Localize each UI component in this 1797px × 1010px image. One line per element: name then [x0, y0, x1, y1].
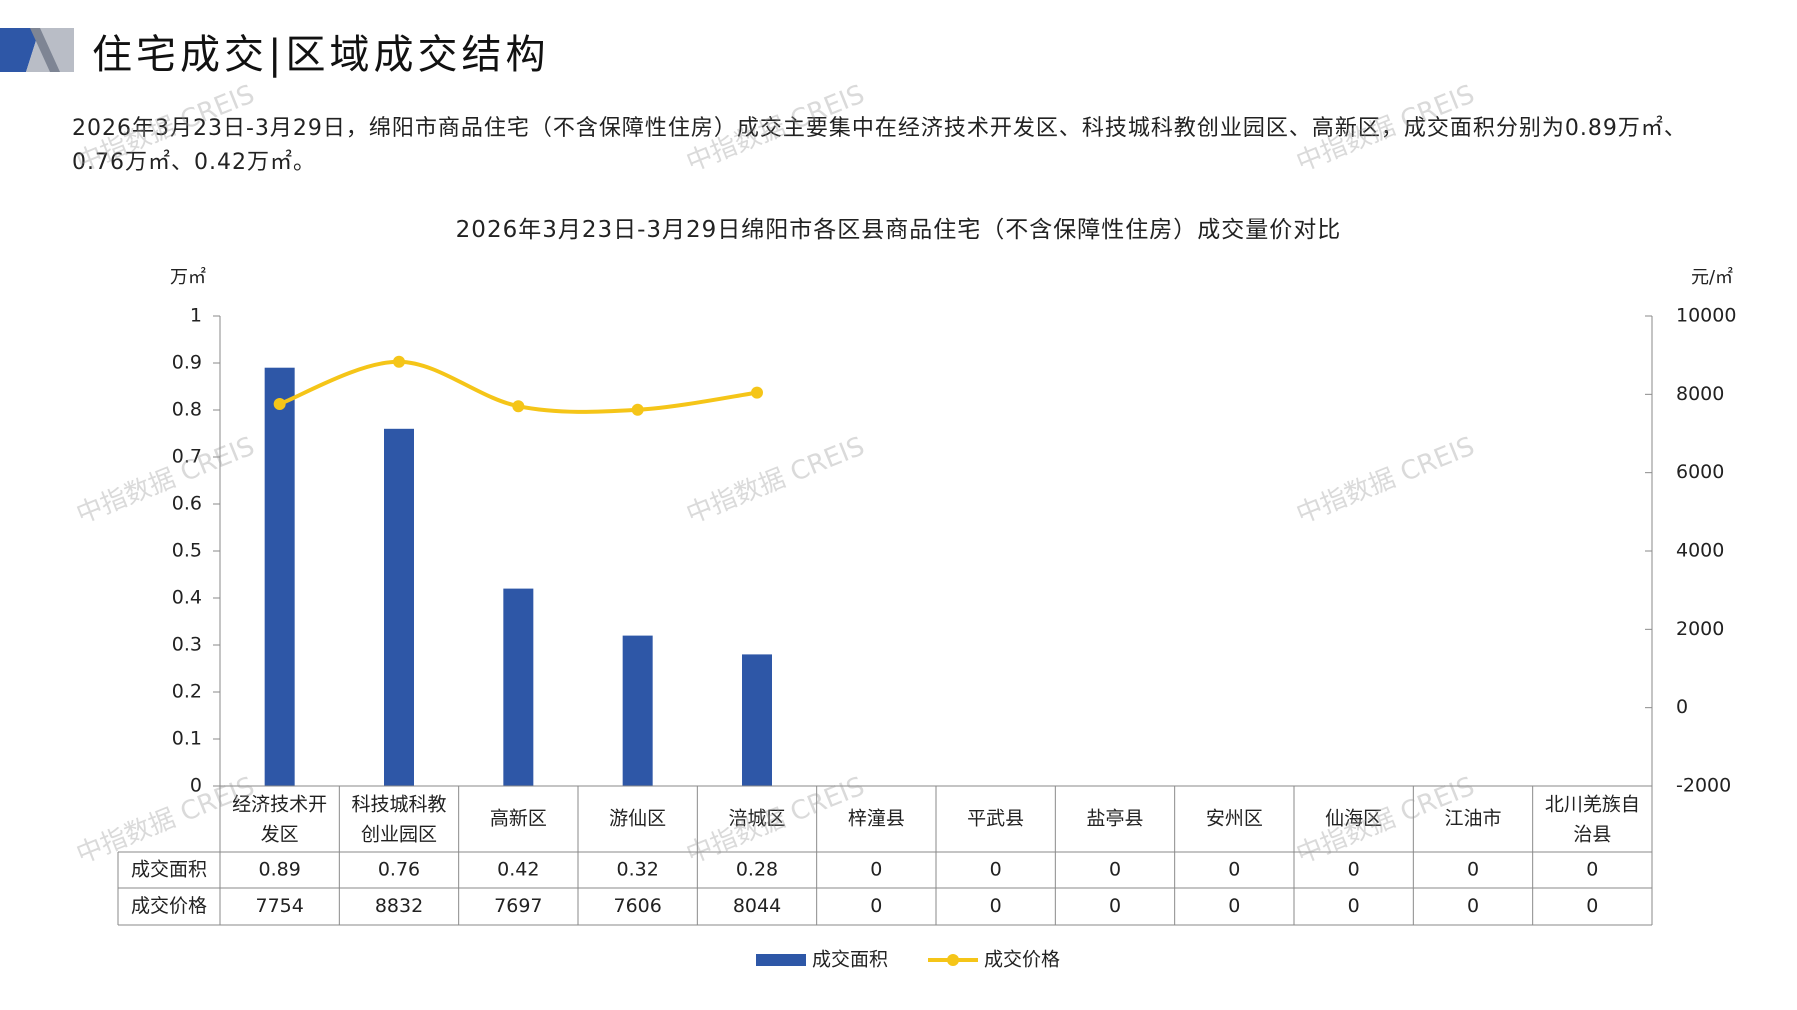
- price-point: [631, 403, 644, 416]
- data-label: 8044: [733, 895, 781, 917]
- data-label: 0: [1109, 859, 1121, 881]
- x-tick-label: 经济技术开: [232, 794, 327, 816]
- data-label: 0.89: [259, 859, 301, 881]
- x-tick-label: 涪城区: [728, 808, 785, 830]
- logo-stripe: [30, 28, 60, 72]
- y2-tick-label: 2000: [1676, 618, 1724, 640]
- data-label: 0: [990, 895, 1002, 917]
- y-tick-label: 0.7: [172, 446, 202, 468]
- y-tick-label: 1: [190, 305, 202, 327]
- data-label: 0: [1467, 895, 1479, 917]
- data-label: 0.28: [736, 859, 778, 881]
- y-tick-label: 0.2: [172, 681, 202, 703]
- data-label: 0: [1467, 859, 1479, 881]
- data-label: 8832: [375, 895, 423, 917]
- x-tick-label: 治县: [1573, 824, 1611, 846]
- x-tick-label: 北川羌族自: [1545, 794, 1640, 816]
- y2-tick-label: 0: [1676, 696, 1688, 718]
- data-label: 0: [1348, 859, 1360, 881]
- y2-tick-label: -2000: [1676, 775, 1731, 797]
- x-tick-label: 创业园区: [361, 824, 437, 846]
- price-point: [393, 355, 405, 368]
- y-tick-label: 0: [190, 775, 202, 797]
- data-label: 0.32: [617, 859, 659, 881]
- x-tick-label: 发区: [261, 824, 299, 846]
- page-title: 住宅成交|区域成交结构: [92, 32, 550, 78]
- y2-tick-label: 8000: [1676, 383, 1724, 405]
- y2-axis-label: 元/㎡: [1691, 266, 1733, 288]
- bar: [622, 635, 653, 786]
- data-label: 0: [870, 859, 882, 881]
- data-label: 0: [1228, 895, 1240, 917]
- y2-tick-label: 4000: [1676, 540, 1724, 562]
- x-tick-label: 江油市: [1444, 808, 1501, 830]
- legend-label: 成交价格: [984, 949, 1060, 971]
- summary-text: 2026年3月23日-3月29日，绵阳市商品住宅（不含保障性住房）成交主要集中在…: [72, 116, 1687, 175]
- legend-bar-swatch: [756, 954, 806, 966]
- x-tick-label: 安州区: [1206, 808, 1263, 830]
- bar: [503, 588, 534, 786]
- x-tick-label: 仙海区: [1325, 808, 1382, 830]
- data-label: 0: [1109, 895, 1121, 917]
- logo-mark: [0, 28, 74, 72]
- y-tick-label: 0.3: [172, 634, 202, 656]
- data-label: 7697: [494, 895, 542, 917]
- logo-dark-shape: [0, 28, 40, 72]
- price-point: [273, 397, 286, 410]
- bar: [384, 428, 414, 786]
- x-tick-label: 高新区: [490, 808, 547, 830]
- data-label: 0: [1586, 859, 1598, 881]
- legend-label: 成交面积: [812, 949, 888, 971]
- x-tick-label: 科技城科教: [351, 794, 446, 816]
- data-label: 0: [990, 859, 1002, 881]
- bar: [264, 367, 295, 786]
- data-label: 0: [1586, 895, 1598, 917]
- y-tick-label: 0.8: [172, 399, 202, 421]
- data-label: 0.42: [497, 859, 539, 881]
- y-tick-label: 0.6: [172, 493, 202, 515]
- data-label: 7754: [255, 895, 303, 917]
- data-label: 0: [870, 895, 882, 917]
- y-tick-label: 0.1: [172, 728, 202, 750]
- x-tick-label: 梓潼县: [848, 808, 905, 830]
- x-tick-label: 游仙区: [609, 808, 666, 830]
- price-point: [751, 386, 763, 399]
- data-label: 0.76: [378, 859, 420, 881]
- x-tick-label: 平武县: [967, 808, 1024, 830]
- data-label: 0: [1228, 859, 1240, 881]
- y-tick-label: 0.9: [172, 352, 202, 374]
- y2-tick-label: 6000: [1676, 461, 1724, 483]
- table-series-name: 成交价格: [131, 895, 207, 917]
- x-tick-label: 盐亭县: [1086, 808, 1143, 830]
- price-point: [512, 400, 525, 413]
- y-axis-label: 万㎡: [170, 266, 206, 288]
- y-tick-label: 0.4: [172, 587, 202, 609]
- table-series-name: 成交面积: [131, 859, 207, 881]
- data-label: 7606: [613, 895, 661, 917]
- legend-line-marker: [947, 954, 959, 966]
- y-tick-label: 0.5: [172, 540, 202, 562]
- chart-title: 2026年3月23日-3月29日绵阳市各区县商品住宅（不含保障性住房）成交量价对…: [455, 217, 1342, 243]
- bar: [742, 654, 772, 786]
- y2-tick-label: 10000: [1676, 305, 1736, 327]
- data-label: 0: [1348, 895, 1360, 917]
